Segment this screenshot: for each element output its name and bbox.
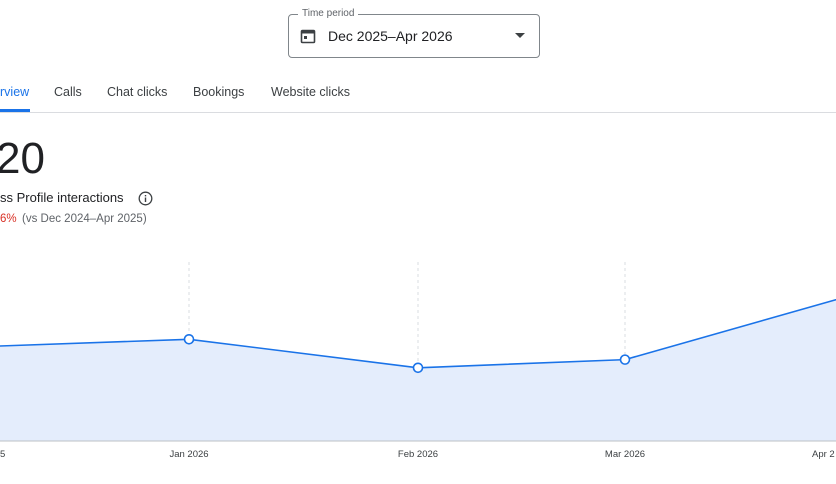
time-period-label: Time period (298, 8, 359, 19)
comparison-period: (vs Dec 2024–Apr 2025) (22, 213, 147, 225)
tab[interactable]: Chat clicks (107, 85, 168, 99)
point (183, 333, 195, 345)
active-tab-indicator (0, 109, 30, 112)
divider (0, 112, 836, 113)
info-icon[interactable] (138, 191, 153, 206)
tab[interactable]: Bookings (193, 85, 245, 99)
time-period-value: Dec 2025–Apr 2026 (328, 28, 453, 44)
tab[interactable]: Calls (54, 85, 82, 99)
x-tick-label: 5 (0, 449, 5, 460)
metric-label: ss Profile interactions (0, 190, 124, 205)
calendar-icon (300, 29, 316, 44)
change-percent: 6% (0, 213, 17, 225)
time-period-select[interactable] (288, 14, 540, 58)
x-tick-label: Feb 2026 (398, 449, 438, 460)
tab[interactable]: Website clicks (271, 85, 350, 99)
tab[interactable]: rview (0, 85, 30, 99)
point (412, 362, 424, 374)
point (619, 354, 631, 365)
dropdown-arrow (515, 33, 525, 38)
x-tick-label: Mar 2026 (605, 449, 645, 460)
x-tick-label: Apr 2 (812, 449, 835, 460)
x-tick-label: Jan 2026 (169, 449, 208, 460)
total-value: 20 (0, 134, 45, 183)
